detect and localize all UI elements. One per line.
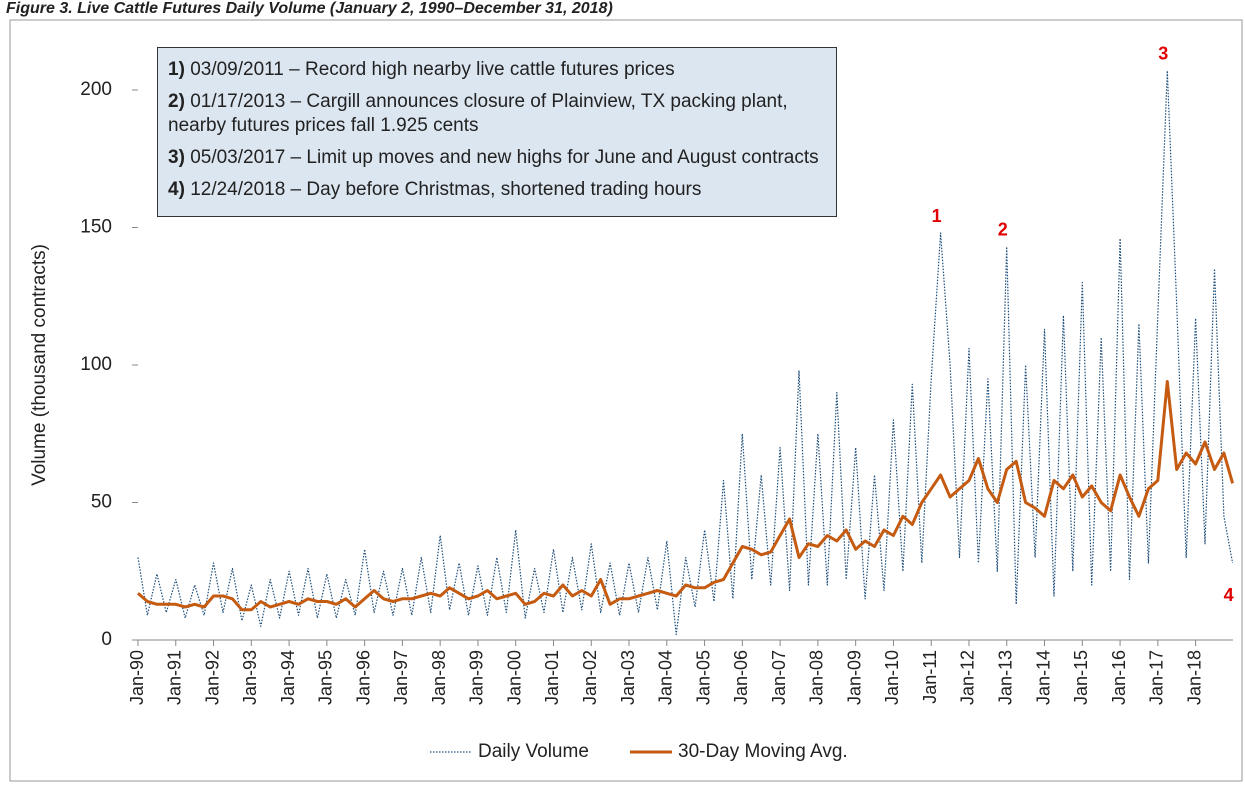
x-tick-label: Jan-07 <box>769 650 789 705</box>
x-tick-label: Jan-02 <box>580 650 600 705</box>
note-text: 01/17/2013 – Cargill announces closure o… <box>168 91 788 136</box>
x-tick-label: Jan-01 <box>542 650 562 705</box>
note-text: 05/03/2017 – Limit up moves and new high… <box>190 147 819 168</box>
x-tick-label: Jan-91 <box>165 650 185 705</box>
y-tick-label: 50 <box>91 492 112 513</box>
x-tick-label: Jan-14 <box>1033 650 1053 705</box>
marker-label: 1 <box>932 206 942 226</box>
x-tick-label: Jan-90 <box>127 650 147 705</box>
x-tick-label: Jan-03 <box>618 650 638 705</box>
marker-label: 2 <box>998 220 1008 240</box>
note-number: 1) <box>168 59 185 80</box>
y-tick-label: 150 <box>80 217 112 238</box>
x-tick-label: Jan-96 <box>353 650 373 705</box>
x-tick-label: Jan-17 <box>1147 650 1167 705</box>
x-tick-label: Jan-12 <box>958 650 978 705</box>
note-number: 4) <box>168 179 185 200</box>
legend-label: 30-Day Moving Avg. <box>678 741 848 762</box>
marker-label: 4 <box>1224 585 1234 605</box>
average-line <box>137 380 1235 612</box>
x-tick-label: Jan-18 <box>1184 650 1204 705</box>
x-tick-label: Jan-09 <box>844 650 864 705</box>
y-tick-label: 200 <box>80 79 112 100</box>
y-axis-label: Volume (thousand contracts) <box>29 244 50 486</box>
note: 2) 01/17/2013 – Cargill announces closur… <box>168 90 826 138</box>
legend-label: Daily Volume <box>478 741 589 762</box>
x-tick-label: Jan-10 <box>882 650 902 705</box>
x-tick-label: Jan-98 <box>429 650 449 705</box>
x-tick-label: Jan-11 <box>920 650 940 704</box>
marker-label: 3 <box>1158 44 1168 64</box>
x-tick-label: Jan-95 <box>316 650 336 705</box>
daily-line <box>137 70 1234 636</box>
note: 3) 05/03/2017 – Limit up moves and new h… <box>168 146 826 170</box>
x-tick-label: Jan-99 <box>467 650 487 705</box>
annotation-box: 1) 03/09/2011 – Record high nearby live … <box>157 47 837 217</box>
x-tick-label: Jan-97 <box>391 650 411 705</box>
x-tick-label: Jan-00 <box>504 650 524 705</box>
y-tick-label: 100 <box>80 354 112 375</box>
note: 1) 03/09/2011 – Record high nearby live … <box>168 58 826 82</box>
x-tick-label: Jan-08 <box>807 650 827 705</box>
x-tick-label: Jan-93 <box>240 650 260 705</box>
x-tick-label: Jan-05 <box>693 650 713 705</box>
chart-title: Figure 3. Live Cattle Futures Daily Volu… <box>6 0 613 17</box>
x-tick-label: Jan-15 <box>1071 650 1091 705</box>
y-tick-label: 0 <box>101 629 112 650</box>
note-text: 03/09/2011 – Record high nearby live cat… <box>190 59 675 80</box>
x-tick-label: Jan-04 <box>656 650 676 705</box>
note-number: 3) <box>168 147 185 168</box>
x-tick-label: Jan-94 <box>278 650 298 705</box>
x-tick-label: Jan-92 <box>202 650 222 705</box>
x-tick-label: Jan-06 <box>731 650 751 705</box>
note-number: 2) <box>168 91 185 112</box>
note-text: 12/24/2018 – Day before Christmas, short… <box>190 179 702 200</box>
x-tick-label: Jan-16 <box>1109 650 1129 705</box>
x-tick-label: Jan-13 <box>995 650 1015 705</box>
note: 4) 12/24/2018 – Day before Christmas, sh… <box>168 178 826 202</box>
